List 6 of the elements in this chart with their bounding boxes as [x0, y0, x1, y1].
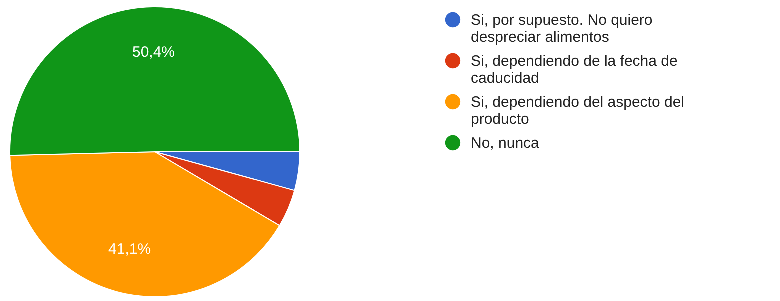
data-label: 41,1%: [108, 240, 152, 258]
data-label: 50,4%: [132, 44, 176, 62]
legend-label: No, nunca: [471, 135, 540, 152]
legend-label: Si, dependiendo de la fecha de caducidad: [471, 53, 678, 87]
legend-label: Si, dependiendo del aspecto del producto: [471, 94, 685, 128]
legend-label: Si, por supuesto. No quiero despreciar alimentos: [471, 12, 653, 46]
